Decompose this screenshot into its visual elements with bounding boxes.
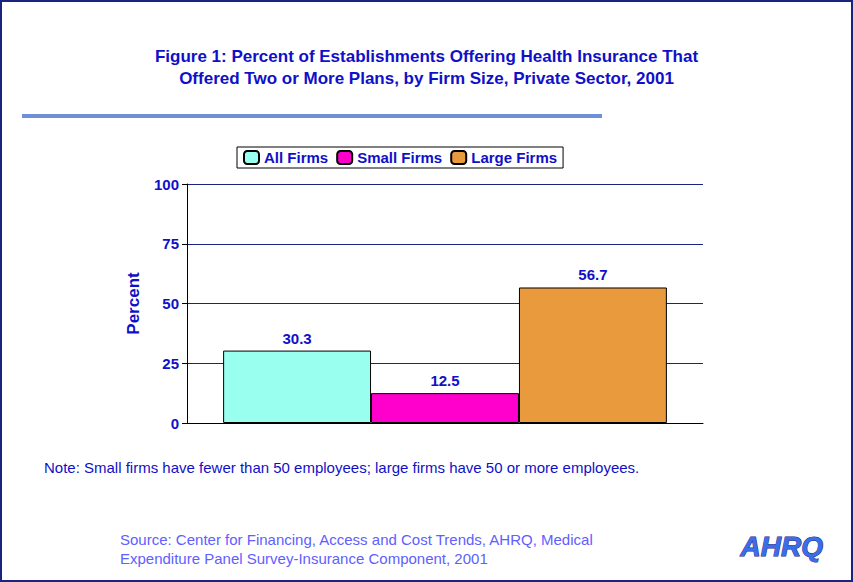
svg-text:50: 50 [162,295,179,312]
svg-text:Small Firms: Small Firms [357,149,442,166]
svg-text:0: 0 [171,415,179,432]
svg-text:All Firms: All Firms [264,149,328,166]
svg-text:25: 25 [162,355,179,372]
svg-text:Expenditure Panel Survey-Insur: Expenditure Panel Survey-Insurance Compo… [120,550,488,567]
svg-text:AHRQ: AHRQ [740,531,824,562]
svg-text:Figure 1: Percent of Establish: Figure 1: Percent of Establishments Offe… [155,47,699,66]
svg-text:Source: Center for Financing,: Source: Center for Financing, Access and… [120,531,593,548]
svg-text:30.3: 30.3 [282,330,311,347]
svg-text:Large Firms: Large Firms [471,149,557,166]
svg-text:Note: Small firms have fewer t: Note: Small firms have fewer than 50 emp… [44,459,639,476]
svg-text:Offered Two or More Plans, by: Offered Two or More Plans, by Firm Size,… [179,69,674,88]
svg-text:100: 100 [154,176,179,193]
svg-text:75: 75 [162,235,179,252]
svg-text:Percent: Percent [124,272,143,335]
svg-text:56.7: 56.7 [578,266,607,283]
svg-text:12.5: 12.5 [430,372,459,389]
